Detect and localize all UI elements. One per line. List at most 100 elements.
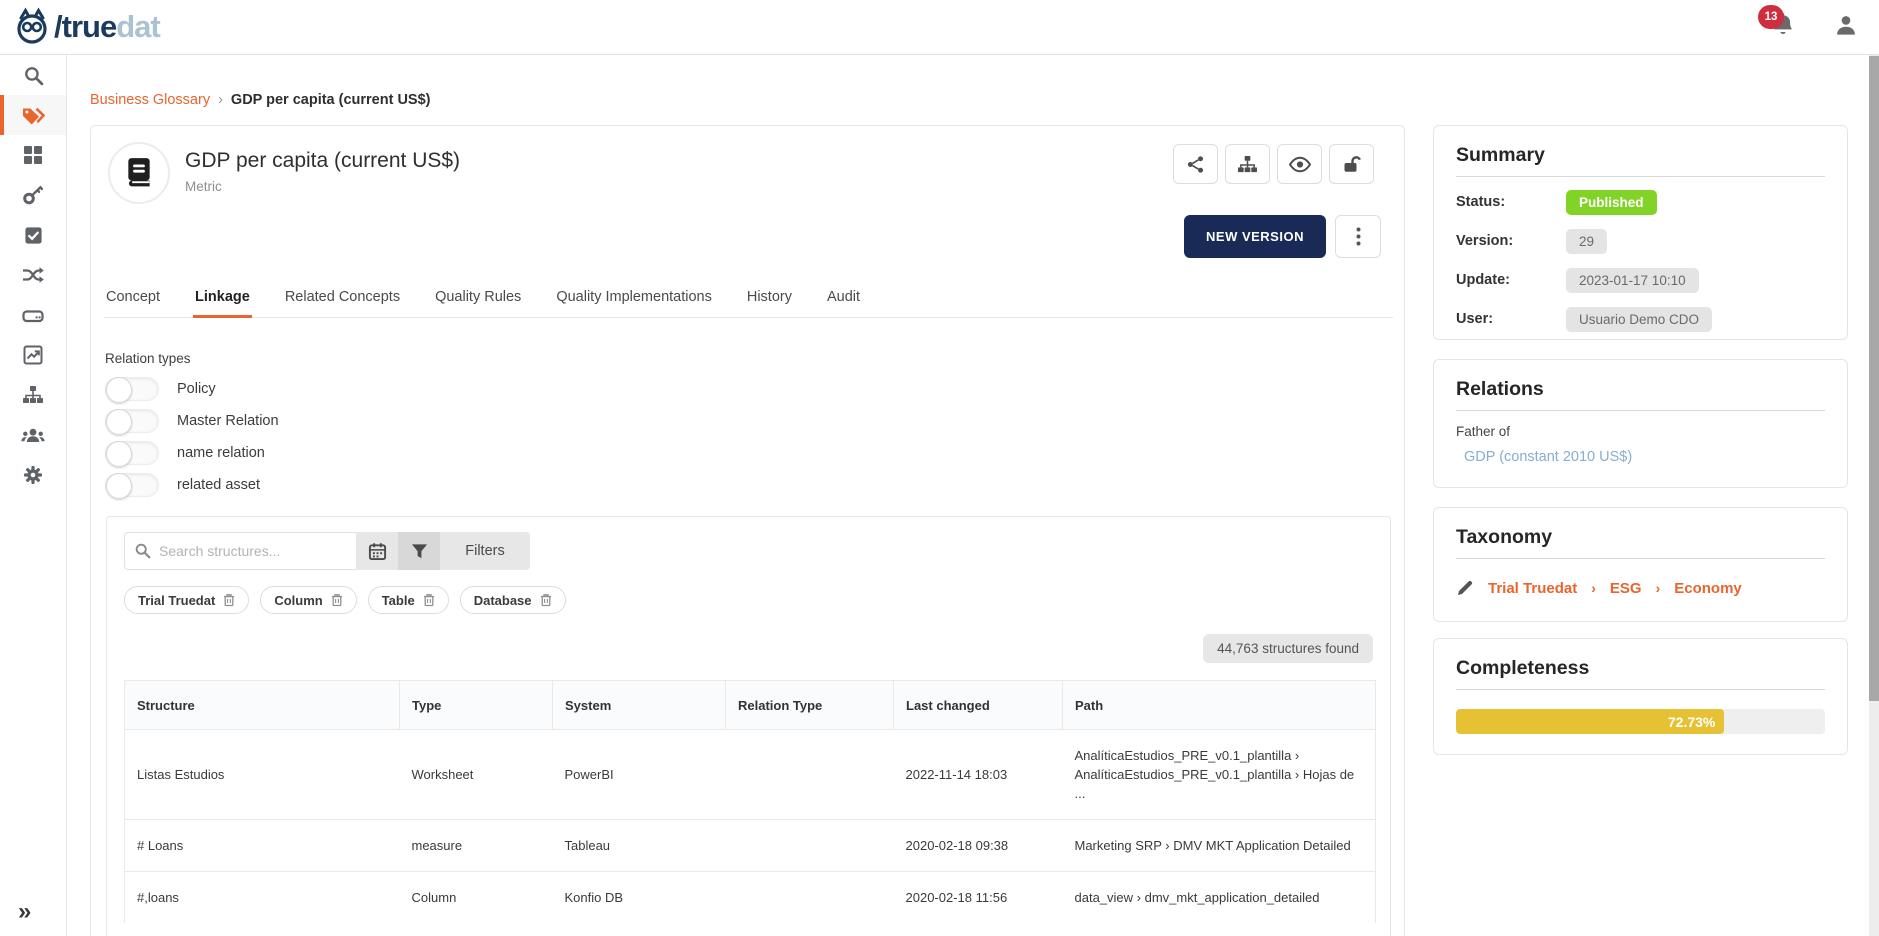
tab-concept[interactable]: Concept [106,289,161,305]
column-header-last-changed[interactable]: Last changed [893,680,1063,730]
trash-icon[interactable] [540,593,552,607]
taxonomy-link-subdomain[interactable]: ESG [1609,579,1642,597]
structure-relations-button[interactable] [1225,144,1270,184]
date-filter-button[interactable] [356,532,398,570]
cell-type: Worksheet [399,729,553,820]
toggle-label: name relation [177,445,265,461]
owl-logo-icon [12,7,54,47]
filter-chip-database[interactable]: Database [459,586,566,614]
sidebar-item-permissions[interactable] [0,175,66,215]
gear-icon [23,465,43,485]
update-badge: 2023-01-17 10:10 [1566,267,1699,293]
sidebar-item-settings[interactable] [0,455,66,495]
summary-version-row: Version: 29 [1456,227,1825,255]
table-row[interactable]: Listas Estudios Worksheet PowerBI 2022-1… [124,729,1376,820]
tab-quality-rules[interactable]: Quality Rules [435,289,522,305]
trash-icon[interactable] [423,593,435,607]
tab-quality-implementations[interactable]: Quality Implementations [556,289,712,305]
structures-table: Structure Type System Relation Type Last… [124,680,1376,923]
breadcrumb-parent-link[interactable]: Business Glossary [90,92,211,108]
new-version-button[interactable]: NEW VERSION [1184,215,1326,258]
column-header-relation-type[interactable]: Relation Type [725,680,894,730]
structures-search-bar: Filters [124,532,530,570]
completeness-bar-fill: 72.73% [1456,709,1725,734]
tab-linkage[interactable]: Linkage [193,279,252,318]
column-header-structure[interactable]: Structure [124,680,400,730]
update-label: Update: [1456,272,1510,288]
sidebar-expand-button[interactable]: » [18,898,32,925]
filter-chip-column[interactable]: Column [260,586,357,614]
divider [1456,558,1825,559]
sidebar-item-lineage[interactable] [0,255,66,295]
left-sidebar-nav: » [0,55,67,936]
relation-type-row-related-asset: related asset [105,473,279,499]
watch-button[interactable] [1277,144,1322,184]
trash-icon[interactable] [331,593,343,607]
person-icon [1834,13,1858,37]
top-header-bar: /truedat 13 [0,0,1879,55]
tab-history[interactable]: History [746,289,792,305]
tab-related-concepts[interactable]: Related Concepts [284,289,401,305]
table-row[interactable]: #,loans Column Konfio DB 2020-02-18 11:5… [124,871,1376,923]
sidebar-item-analytics[interactable] [0,335,66,375]
cell-path: Marketing SRP › DMV MKT Application Deta… [1062,819,1376,872]
sidebar-item-search[interactable] [0,55,66,95]
shuffle-icon [22,265,44,285]
filters-button[interactable]: Filters [440,532,530,570]
relation-types-heading: Relation types [105,351,191,366]
page-scrollbar-track[interactable] [1869,55,1879,936]
relation-type-row-name-relation: name relation [105,441,279,467]
summary-title: Summary [1456,144,1545,166]
trash-icon[interactable] [223,593,235,607]
lock-button[interactable] [1329,144,1374,184]
tab-audit[interactable]: Audit [826,289,861,305]
column-header-type[interactable]: Type [399,680,553,730]
user-label: User: [1456,311,1494,327]
cell-last-changed: 2020-02-18 11:56 [893,871,1063,923]
notifications-bell-button[interactable]: 13 [1758,5,1800,44]
sidebar-item-taxonomy[interactable] [0,375,66,415]
table-row[interactable]: # Loans measure Tableau 2020-02-18 09:38… [124,819,1376,872]
breadcrumb: Business Glossary › GDP per capita (curr… [90,92,431,108]
edit-pencil-icon[interactable] [1456,579,1474,597]
column-header-path[interactable]: Path [1062,680,1376,730]
user-account-button[interactable] [1834,13,1858,37]
page-scrollbar-thumb[interactable] [1869,56,1879,701]
sidebar-item-business-glossary[interactable] [0,95,66,135]
sidebar-item-data-sources[interactable] [0,295,66,335]
completeness-panel: Completeness 72.73% [1433,638,1848,755]
taxonomy-link-domain[interactable]: Trial Truedat [1488,579,1578,597]
truedat-logo[interactable]: /truedat [12,7,161,47]
concept-avatar [108,142,170,204]
search-icon [23,65,44,86]
chart-line-icon [23,345,43,365]
filter-chip-table[interactable]: Table [367,586,449,614]
toggle-label: related asset [177,477,261,493]
relation-types-section: Relation types Policy Master Relation na… [105,351,279,505]
taxonomy-link-leaf[interactable]: Economy [1674,579,1742,597]
sidebar-item-dashboards[interactable] [0,135,66,175]
completeness-progress-track: 72.73% [1456,709,1825,734]
filter-chip-trial-truedat[interactable]: Trial Truedat [124,586,250,614]
chip-label: Database [473,592,532,608]
master-relation-toggle[interactable] [105,409,159,435]
taxonomy-breadcrumb: Trial Truedat › ESG › Economy [1456,579,1825,597]
concept-type-label: Metric [185,179,222,194]
policy-toggle[interactable] [105,377,159,403]
users-icon [21,425,45,445]
column-header-system[interactable]: System [552,680,726,730]
more-actions-button[interactable] [1335,215,1381,258]
chip-label: Trial Truedat [138,592,216,608]
sidebar-item-users[interactable] [0,415,66,455]
share-button[interactable] [1173,144,1218,184]
name-relation-toggle[interactable] [105,441,159,467]
notification-count-badge: 13 [1758,5,1784,29]
summary-update-row: Update: 2023-01-17 10:10 [1456,266,1825,294]
related-asset-toggle[interactable] [105,473,159,499]
search-structures-input[interactable] [124,532,356,570]
sidebar-item-quality[interactable] [0,215,66,255]
cell-path: AnalíticaEstudios_PRE_v0.1_plantilla › A… [1062,729,1376,820]
filter-funnel-button[interactable] [398,532,440,570]
related-concept-link[interactable]: GDP (constant 2010 US$) [1464,449,1633,465]
